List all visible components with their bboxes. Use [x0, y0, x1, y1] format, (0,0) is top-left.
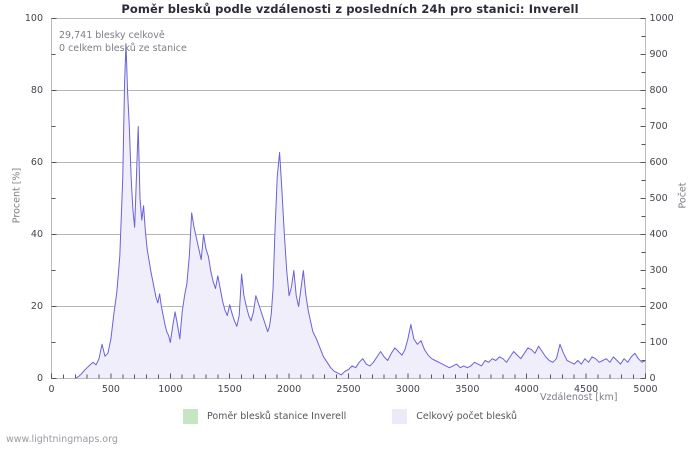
- x-tick-label: 3000: [395, 383, 420, 395]
- page-title: Poměr blesků podle vzdálenosti z posledn…: [121, 2, 579, 16]
- x-tick-label: 1000: [158, 383, 183, 395]
- y-right-tick-label: 200: [649, 300, 668, 312]
- x-tick-label: 3500: [455, 383, 480, 395]
- y-left-tick-label: 20: [30, 300, 43, 312]
- y-right-tick-label: 400: [649, 228, 668, 240]
- x-tick-label: 0: [48, 383, 55, 395]
- y-axis-left-title: Procent [%]: [11, 167, 23, 224]
- legend-ratio[interactable]: Poměr blesků stanice Inverell: [182, 409, 347, 424]
- legend-label: Poměr blesků stanice Inverell: [206, 411, 347, 422]
- y-right-tick-label: 100: [649, 336, 668, 348]
- y-right-tick-label: 800: [649, 84, 668, 96]
- footer-url: www.lightningmaps.org: [6, 434, 118, 445]
- legend-label: Celkový počet blesků: [416, 411, 517, 422]
- x-tick-label: 1500: [217, 383, 242, 395]
- series-total-line: [51, 43, 646, 379]
- y-right-tick-label: 300: [649, 264, 668, 276]
- annotation-total-strokes: 29,741 blesky celkově: [59, 30, 165, 41]
- y-left-tick-label: 80: [30, 84, 43, 96]
- x-tick-label: 5000: [633, 383, 658, 395]
- legend-swatch-icon: [392, 409, 408, 424]
- annotation-station-strokes: 0 celkem blesků ze stanice: [59, 43, 187, 54]
- x-tick-label: 4000: [514, 383, 539, 395]
- legend-total[interactable]: Celkový počet blesků: [392, 409, 517, 424]
- x-tick-label: 2000: [277, 383, 302, 395]
- y-left-tick-label: 40: [30, 228, 43, 240]
- x-tick-label: 2500: [336, 383, 361, 395]
- legend-swatch-icon: [182, 409, 198, 424]
- y-right-tick-label: 0: [649, 372, 656, 384]
- y-left-tick-label: 100: [24, 12, 43, 24]
- y-right-tick-label: 1000: [649, 12, 674, 24]
- x-tick-label: 4500: [574, 383, 599, 395]
- y-right-tick-label: 700: [649, 120, 668, 132]
- y-left-tick-label: 60: [30, 156, 43, 168]
- y-left-tick-label: 0: [36, 372, 43, 384]
- y-right-tick-label: 600: [649, 156, 668, 168]
- y-right-tick-label: 500: [649, 192, 668, 204]
- x-axis-title: Vzdálenost [km]: [540, 392, 618, 403]
- series-total-area: [51, 43, 646, 379]
- x-tick-label: 500: [101, 383, 120, 395]
- chart-legend: Poměr blesků stanice Inverell Celkový poč…: [0, 409, 700, 424]
- y-right-tick-label: 900: [649, 48, 668, 60]
